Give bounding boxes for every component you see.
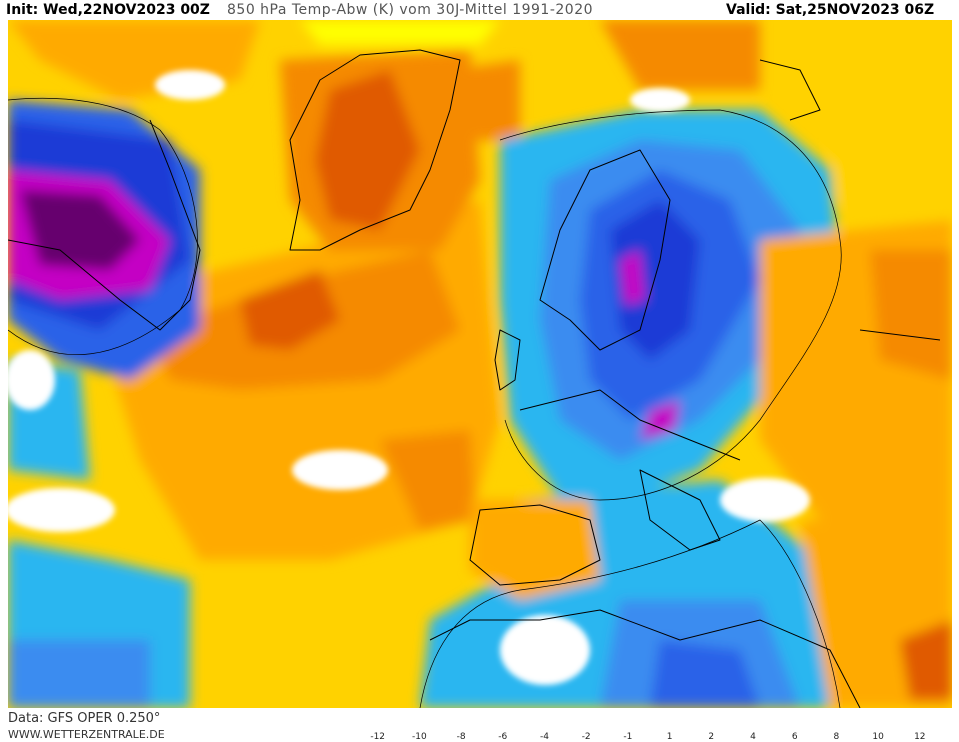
map-title: 850 hPa Temp-Abw (K) vom 30J-Mittel 1991… xyxy=(227,2,594,18)
legend-tick-label: -8 xyxy=(456,732,466,742)
legend-tick-label: 4 xyxy=(750,732,756,742)
map-header: Init: Wed,22NOV2023 00Z 850 hPa Temp-Abw… xyxy=(0,0,959,20)
legend-tick-label: -10 xyxy=(412,732,427,742)
valid-time: Valid: Sat,25NOV2023 06Z xyxy=(726,2,935,18)
init-time: Init: Wed,22NOV2023 00Z xyxy=(6,2,210,18)
map-footer: Data: GFS OPER 0.250° WWW.WETTERZENTRALE… xyxy=(0,708,959,742)
data-source-label: Data: GFS OPER 0.250° xyxy=(8,711,161,726)
legend-tick-label: -2 xyxy=(581,732,591,742)
legend-tick-label: 8 xyxy=(833,732,840,742)
legend-tick-label: 6 xyxy=(791,732,798,742)
website-label: WWW.WETTERZENTRALE.DE xyxy=(8,728,165,741)
legend-tick-label: 1 xyxy=(666,732,673,742)
legend-tick-label: 2 xyxy=(708,732,715,742)
legend-tick-label: 12 xyxy=(914,732,926,742)
legend-tick-label: -12 xyxy=(370,732,386,742)
legend-tick-label: -6 xyxy=(498,732,508,742)
legend-tick-label: -4 xyxy=(540,732,549,742)
legend-tick-label: -1 xyxy=(623,732,633,742)
legend-tick-label: 10 xyxy=(872,732,884,742)
